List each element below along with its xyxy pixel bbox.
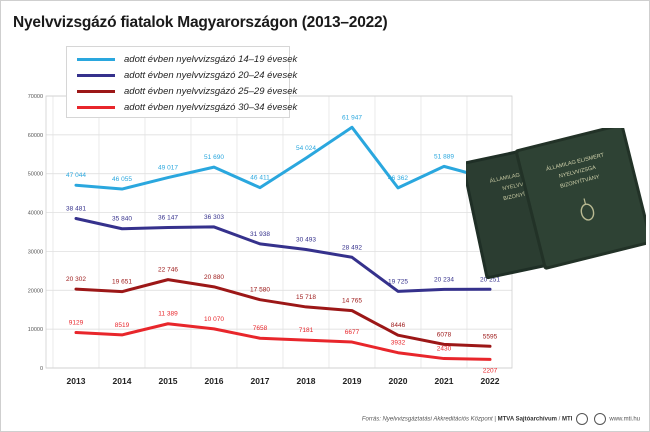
data-label: 20 880 <box>204 274 224 281</box>
series-line-1 <box>74 216 492 293</box>
data-label: 3932 <box>391 340 406 347</box>
series-line-2 <box>74 278 492 348</box>
data-label: 46 411 <box>250 175 270 182</box>
series-line-3 <box>74 322 492 361</box>
legend-swatch <box>77 73 115 77</box>
legend-item-20-24: adott évben nyelvvizsgázó 20–24 évesek <box>77 68 297 82</box>
y-tick-label: 20000 <box>28 288 43 294</box>
footer-url: www.mti.hu <box>609 416 640 423</box>
y-axis: 0 10000 20000 30000 40000 50000 60000 70000 <box>28 94 43 372</box>
footer-credits: Forrás: Nyelvvizsgáztatási Akkreditációs… <box>300 413 640 425</box>
legend-label: adott évben nyelvvizsgázó 30–34 évesek <box>124 101 298 113</box>
data-label: 7181 <box>299 327 314 334</box>
legend-swatch <box>77 105 115 109</box>
data-label: 6078 <box>437 331 452 338</box>
y-tick-label: 60000 <box>28 133 43 139</box>
x-tick-label: 2017 <box>251 376 270 386</box>
legend: adott évben nyelvvizsgázó 14–19 évesek a… <box>66 46 297 118</box>
data-label: 54 024 <box>296 145 316 152</box>
legend-label: adott évben nyelvvizsgázó 20–24 évesek <box>124 69 298 81</box>
data-label: 17 580 <box>250 287 270 294</box>
language-exam-certificate-booklets: ÁLLAMILAG ELISMERT NYELVVIZSGA BIZONYÍTV… <box>466 128 646 280</box>
x-tick-label: 2016 <box>205 376 224 386</box>
x-axis: 2013 2014 2015 2016 2017 2018 2019 2020 2021 2022 <box>67 376 500 386</box>
data-label: 47 044 <box>66 172 86 179</box>
x-tick-label: 2018 <box>297 376 316 386</box>
footer-org: MTI <box>561 416 573 423</box>
y-tick-label: 70000 <box>28 94 43 100</box>
data-label: 14 765 <box>342 298 362 305</box>
chart-title: Nyelvvizsgázó fiatalok Magyarországon (2… <box>13 14 388 31</box>
data-label: 51 690 <box>204 154 224 161</box>
data-label: 15 718 <box>296 294 316 301</box>
data-label: 11 389 <box>158 311 178 318</box>
series-lines <box>74 125 492 361</box>
legend-swatch <box>77 57 115 61</box>
legend-swatch <box>77 89 115 93</box>
x-tick-label: 2019 <box>343 376 362 386</box>
data-label: 46 055 <box>112 176 132 183</box>
data-label: 49 017 <box>158 165 178 172</box>
mtva-logo-icon <box>593 413 606 425</box>
data-label: 7658 <box>253 325 268 332</box>
data-label: 28 492 <box>342 244 362 251</box>
data-label: 10 070 <box>204 316 224 323</box>
data-label: 2430 <box>437 346 452 353</box>
legend-item-25-29: adott évben nyelvvizsgázó 25–29 évesek <box>77 84 297 98</box>
data-label: 38 481 <box>66 205 86 212</box>
footer-source: Forrás: Nyelvvizsgáztatási Akkreditációs… <box>361 416 493 423</box>
data-label: 19 725 <box>388 278 408 285</box>
data-label: 51 889 <box>434 153 454 160</box>
data-label: 36 303 <box>204 214 224 221</box>
booklet-front: ÁLLAMILAG ELISMERT NYELVVIZSGA BIZONYÍTV… <box>514 128 646 270</box>
data-label: 20 302 <box>66 276 86 283</box>
y-tick-label: 40000 <box>28 211 43 217</box>
data-label: 22 746 <box>158 267 178 274</box>
data-label: 61 947 <box>342 114 362 121</box>
series-line-0 <box>74 125 492 191</box>
y-tick-label: 10000 <box>28 327 43 333</box>
legend-item-30-34: adott évben nyelvvizsgázó 30–34 évesek <box>77 100 297 114</box>
data-label: 19 651 <box>112 279 132 286</box>
legend-item-14-19: adott évben nyelvvizsgázó 14–19 évesek <box>77 52 297 66</box>
data-label: 46 362 <box>388 175 408 182</box>
data-label: 8519 <box>115 322 130 329</box>
x-tick-label: 2022 <box>481 376 500 386</box>
data-labels: 47 044 46 055 49 017 51 690 46 411 54 024 61 9… <box>66 114 500 374</box>
data-label: 20 234 <box>434 276 454 283</box>
x-tick-label: 2013 <box>67 376 86 386</box>
x-tick-label: 2015 <box>159 376 178 386</box>
data-label: 35 840 <box>112 216 132 223</box>
data-label: 36 147 <box>158 215 178 222</box>
data-label: 6677 <box>345 329 360 336</box>
mti-logo-icon <box>575 413 588 425</box>
x-tick-label: 2020 <box>389 376 408 386</box>
y-tick-label: 30000 <box>28 249 43 255</box>
legend-label: adott évben nyelvvizsgázó 14–19 évesek <box>124 53 298 65</box>
data-label: 5595 <box>483 333 498 340</box>
x-tick-label: 2021 <box>435 376 454 386</box>
legend-label: adott évben nyelvvizsgázó 25–29 évesek <box>124 85 298 97</box>
data-label: 9129 <box>69 320 84 327</box>
x-tick-label: 2014 <box>113 376 132 386</box>
footer-agency: MTVA Sajtóarchívum <box>497 416 557 423</box>
data-label: 2207 <box>483 367 498 374</box>
y-tick-label: 0 <box>40 366 43 372</box>
data-label: 20 251 <box>480 276 500 283</box>
data-label: 8446 <box>391 322 406 329</box>
y-tick-label: 50000 <box>28 172 43 178</box>
data-label: 30 493 <box>296 237 316 244</box>
data-label: 31 938 <box>250 231 270 238</box>
